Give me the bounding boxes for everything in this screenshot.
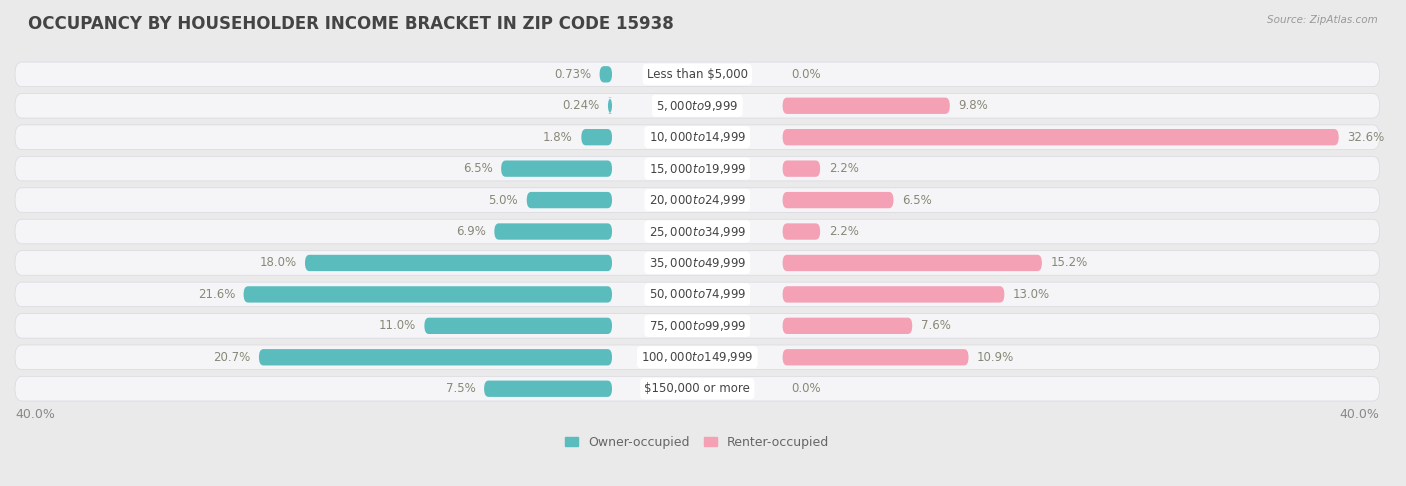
Text: Source: ZipAtlas.com: Source: ZipAtlas.com [1267, 15, 1378, 25]
FancyBboxPatch shape [783, 192, 893, 208]
FancyBboxPatch shape [243, 286, 612, 303]
Text: 21.6%: 21.6% [198, 288, 235, 301]
Text: $75,000 to $99,999: $75,000 to $99,999 [648, 319, 747, 333]
FancyBboxPatch shape [15, 156, 1379, 181]
Text: 13.0%: 13.0% [1012, 288, 1050, 301]
Text: 6.5%: 6.5% [463, 162, 492, 175]
Text: 7.5%: 7.5% [446, 382, 475, 395]
FancyBboxPatch shape [783, 349, 969, 365]
FancyBboxPatch shape [15, 62, 1379, 87]
FancyBboxPatch shape [527, 192, 612, 208]
Text: 2.2%: 2.2% [828, 162, 859, 175]
Text: Less than $5,000: Less than $5,000 [647, 68, 748, 81]
Text: 40.0%: 40.0% [1340, 408, 1379, 420]
Text: 15.2%: 15.2% [1050, 257, 1088, 269]
Text: 5.0%: 5.0% [488, 193, 519, 207]
Text: $10,000 to $14,999: $10,000 to $14,999 [648, 130, 747, 144]
Text: $35,000 to $49,999: $35,000 to $49,999 [648, 256, 747, 270]
Text: 0.73%: 0.73% [554, 68, 591, 81]
Text: $50,000 to $74,999: $50,000 to $74,999 [648, 287, 747, 301]
FancyBboxPatch shape [15, 125, 1379, 150]
FancyBboxPatch shape [495, 224, 612, 240]
Legend: Owner-occupied, Renter-occupied: Owner-occupied, Renter-occupied [565, 436, 830, 449]
Text: 0.0%: 0.0% [792, 382, 821, 395]
Text: 32.6%: 32.6% [1347, 131, 1385, 144]
FancyBboxPatch shape [581, 129, 612, 145]
FancyBboxPatch shape [305, 255, 612, 271]
Text: 20.7%: 20.7% [214, 351, 250, 364]
Text: $5,000 to $9,999: $5,000 to $9,999 [657, 99, 738, 113]
Text: 18.0%: 18.0% [259, 257, 297, 269]
FancyBboxPatch shape [484, 381, 612, 397]
Text: 10.9%: 10.9% [977, 351, 1014, 364]
FancyBboxPatch shape [783, 255, 1042, 271]
Text: $20,000 to $24,999: $20,000 to $24,999 [648, 193, 747, 207]
Text: 7.6%: 7.6% [921, 319, 950, 332]
FancyBboxPatch shape [15, 188, 1379, 212]
FancyBboxPatch shape [425, 318, 612, 334]
Text: $15,000 to $19,999: $15,000 to $19,999 [648, 162, 747, 175]
FancyBboxPatch shape [783, 98, 950, 114]
Text: $25,000 to $34,999: $25,000 to $34,999 [648, 225, 747, 239]
Text: $150,000 or more: $150,000 or more [644, 382, 751, 395]
FancyBboxPatch shape [15, 377, 1379, 401]
FancyBboxPatch shape [15, 313, 1379, 338]
Text: 0.0%: 0.0% [792, 68, 821, 81]
Text: $100,000 to $149,999: $100,000 to $149,999 [641, 350, 754, 364]
Text: 6.9%: 6.9% [456, 225, 486, 238]
Text: 11.0%: 11.0% [378, 319, 416, 332]
FancyBboxPatch shape [783, 129, 1339, 145]
FancyBboxPatch shape [783, 286, 1004, 303]
Text: 9.8%: 9.8% [959, 99, 988, 112]
FancyBboxPatch shape [599, 66, 612, 83]
FancyBboxPatch shape [259, 349, 612, 365]
FancyBboxPatch shape [783, 318, 912, 334]
FancyBboxPatch shape [501, 160, 612, 177]
FancyBboxPatch shape [783, 224, 820, 240]
Text: 0.24%: 0.24% [562, 99, 599, 112]
FancyBboxPatch shape [783, 160, 820, 177]
FancyBboxPatch shape [15, 282, 1379, 307]
Text: 6.5%: 6.5% [903, 193, 932, 207]
Text: 1.8%: 1.8% [543, 131, 572, 144]
FancyBboxPatch shape [15, 219, 1379, 244]
FancyBboxPatch shape [15, 251, 1379, 275]
Text: OCCUPANCY BY HOUSEHOLDER INCOME BRACKET IN ZIP CODE 15938: OCCUPANCY BY HOUSEHOLDER INCOME BRACKET … [28, 15, 673, 33]
Text: 40.0%: 40.0% [15, 408, 55, 420]
FancyBboxPatch shape [607, 98, 613, 114]
FancyBboxPatch shape [15, 345, 1379, 369]
Text: 2.2%: 2.2% [828, 225, 859, 238]
FancyBboxPatch shape [15, 93, 1379, 118]
